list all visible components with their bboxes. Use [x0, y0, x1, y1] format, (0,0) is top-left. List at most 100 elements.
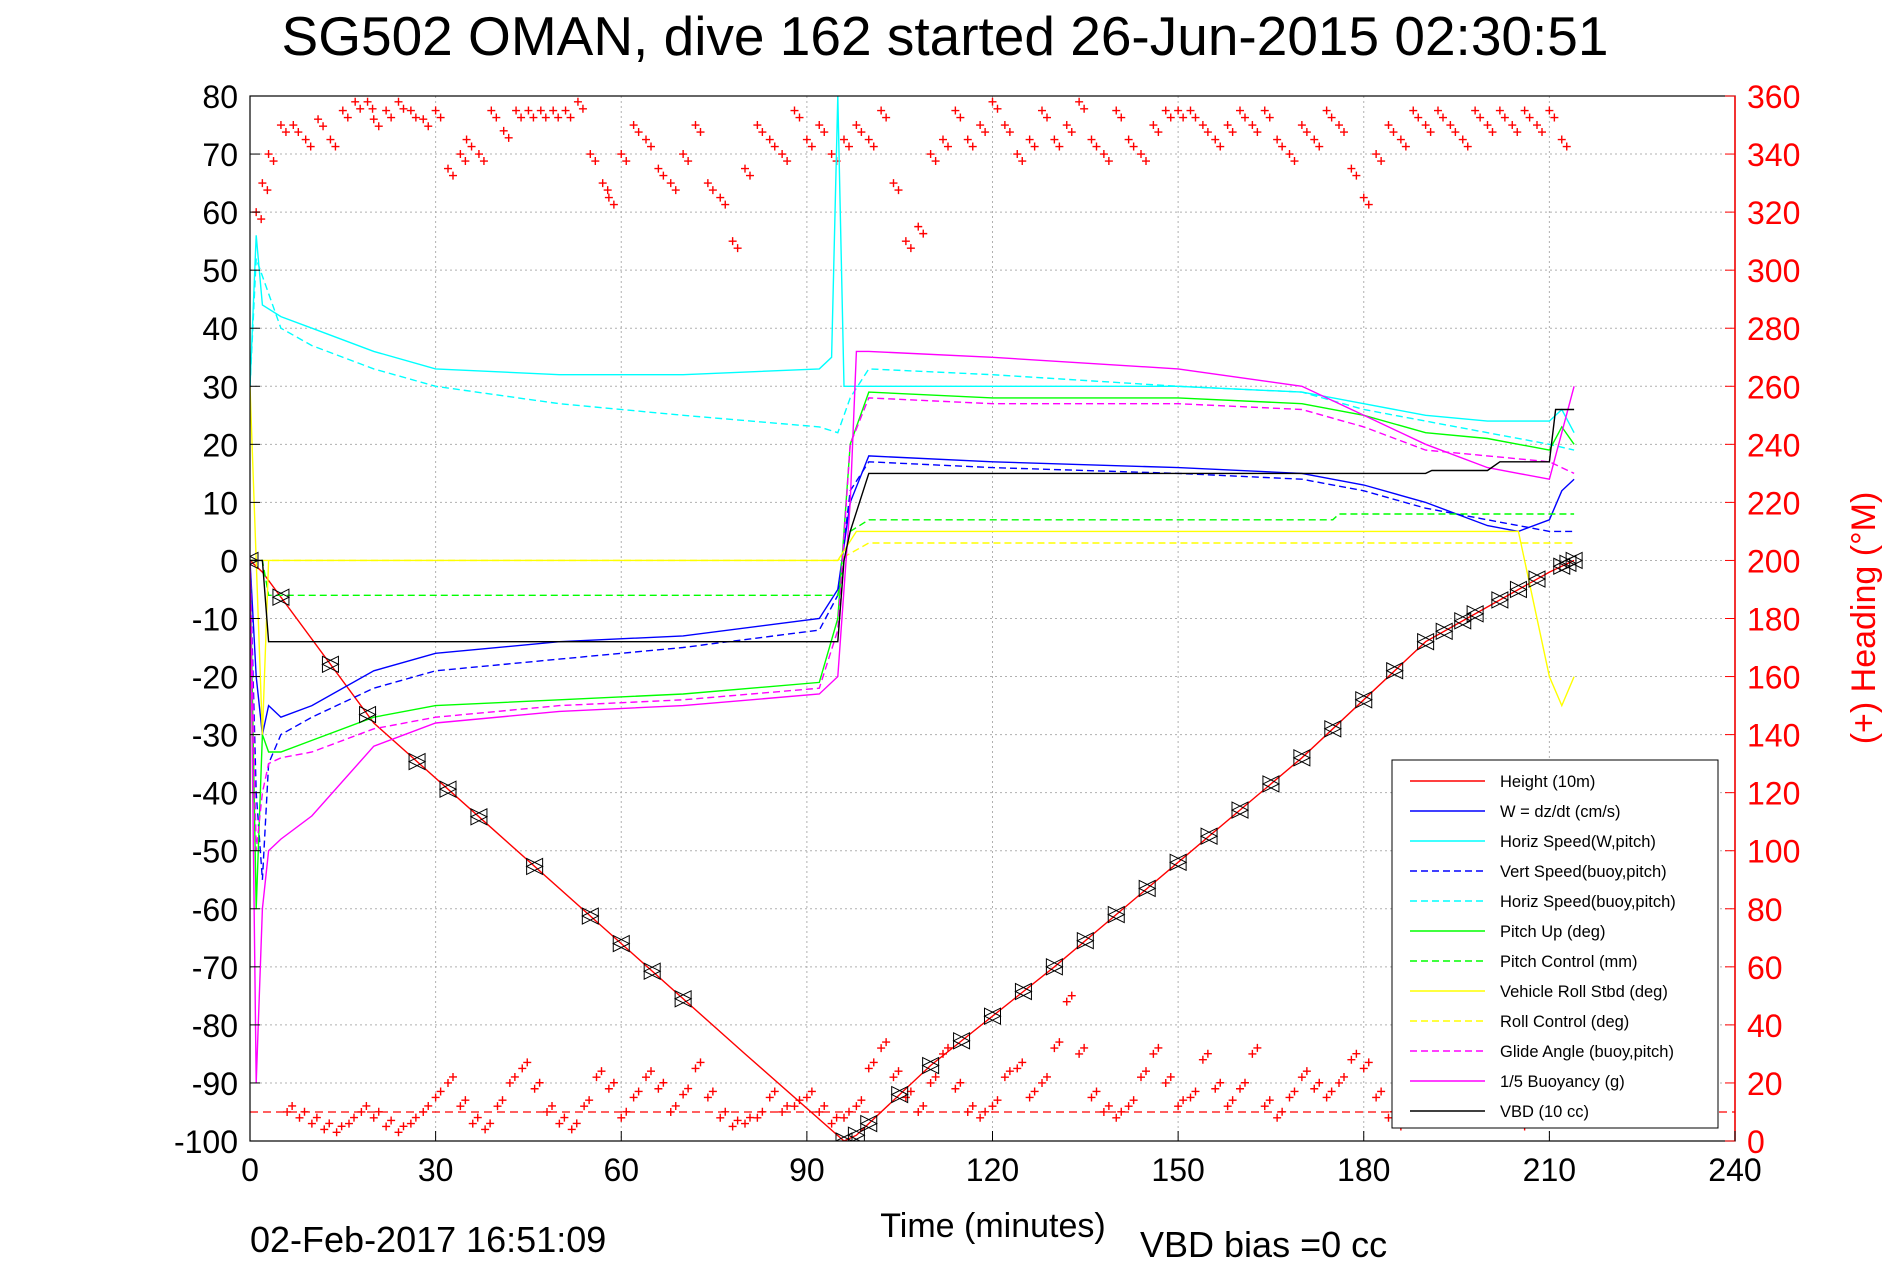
y-tick-label-left: 10	[202, 485, 238, 521]
heading-point-low	[1055, 1038, 1064, 1047]
y-tick-label-left: 40	[202, 311, 238, 347]
heading-point-low	[906, 1087, 915, 1096]
heading-point-low	[733, 1116, 742, 1125]
heading-point-high	[1087, 135, 1096, 144]
heading-point-high	[1310, 135, 1319, 144]
heading-point-low	[1174, 1102, 1183, 1111]
heading-point-low	[1265, 1096, 1274, 1105]
heading-point-high	[1104, 157, 1113, 166]
height-marker	[438, 780, 457, 798]
heading-point-high	[617, 150, 626, 159]
heading-point-low	[765, 1093, 774, 1102]
heading-point-low	[411, 1113, 420, 1122]
heading-point-high	[566, 113, 575, 122]
height-marker	[952, 1032, 971, 1050]
heading-point-low	[548, 1101, 556, 1110]
heading-point-low	[827, 1119, 836, 1128]
heading-point-low	[882, 1038, 891, 1047]
heading-point-low	[1302, 1067, 1311, 1076]
y-tick-label-left: -80	[192, 1008, 238, 1044]
y-tick-label-left: 60	[202, 195, 238, 231]
heading-point-low	[288, 1101, 297, 1110]
height-marker	[407, 752, 426, 771]
heading-point-high	[852, 121, 861, 130]
heading-point-high	[1340, 128, 1348, 137]
legend-label-vbd: VBD (10 cc)	[1500, 1103, 1589, 1121]
heading-point-high	[1302, 128, 1311, 137]
heading-point-low	[951, 1084, 960, 1093]
y-tick-label-right: 60	[1747, 950, 1783, 986]
heading-point-high	[281, 128, 290, 137]
heading-point-high	[1129, 142, 1138, 151]
heading-point-high	[399, 104, 408, 113]
heading-point-high	[654, 164, 663, 173]
heading-point-high	[456, 150, 465, 159]
heading-point-low	[1297, 1073, 1306, 1082]
heading-point-low	[362, 1101, 371, 1110]
height-marker	[1323, 719, 1342, 738]
heading-point-low	[852, 1102, 861, 1111]
height-marker	[1261, 775, 1280, 793]
heading-point-high	[1248, 121, 1257, 130]
heading-point-high	[1005, 128, 1014, 137]
legend-label-glide: Glide Angle (buoy,pitch)	[1500, 1043, 1674, 1061]
heading-point-low	[634, 1087, 643, 1096]
height-marker	[1354, 690, 1373, 709]
heading-point-low	[1322, 1093, 1331, 1102]
x-axis-ticks: 0 30 60 90 120 150 180 210 240	[241, 1131, 1762, 1188]
heading-point-high	[708, 186, 717, 195]
heading-point-high	[269, 157, 278, 166]
heading-point-low	[1327, 1087, 1336, 1096]
heading-point-high	[703, 179, 712, 188]
heading-point-high	[1038, 106, 1046, 115]
heading-point-low	[894, 1067, 903, 1076]
y-tick-label-left: -60	[192, 892, 238, 928]
height-marker	[890, 1085, 909, 1104]
heading-point-high	[1446, 121, 1455, 130]
heading-point-low	[498, 1096, 507, 1105]
y-tick-label-left: 30	[202, 369, 238, 405]
heading-point-high	[877, 106, 886, 115]
heading-point-high	[733, 244, 742, 253]
legend-label-horiz_buoy: Horiz Speed(buoy,pitch)	[1500, 893, 1676, 911]
heading-series	[250, 97, 1735, 1137]
heading-point-low	[345, 1119, 353, 1128]
heading-point-high	[406, 106, 415, 115]
height-marker	[581, 907, 599, 925]
y-tick-label-right: 260	[1747, 369, 1800, 405]
heading-point-high	[609, 200, 618, 209]
height-marker	[1453, 612, 1472, 630]
y-axis-right-ticks: 3603403203002802602402202001801601401201…	[1725, 79, 1800, 1160]
heading-point-high	[1364, 200, 1373, 209]
heading-point-low	[807, 1087, 816, 1096]
height-marker	[1490, 591, 1509, 609]
y-tick-label-right: 0	[1747, 1124, 1765, 1160]
heading-point-high	[691, 121, 700, 130]
heading-point-low	[449, 1072, 457, 1081]
heading-point-high	[1067, 128, 1076, 137]
heading-point-low	[1347, 1055, 1356, 1064]
heading-point-high	[1426, 128, 1435, 137]
heading-point-high	[684, 157, 693, 166]
y-tick-label-left: -30	[192, 718, 238, 754]
heading-point-low	[505, 1078, 514, 1087]
y-tick-label-right: 240	[1747, 427, 1800, 463]
heading-point-low	[1043, 1072, 1051, 1081]
heading-point-high	[666, 179, 675, 188]
heading-point-high	[770, 142, 779, 151]
heading-point-high	[1137, 150, 1145, 159]
heading-point-low	[382, 1122, 391, 1131]
heading-point-high	[586, 150, 595, 159]
heading-point-low	[1384, 1113, 1393, 1122]
heading-point-low	[869, 1058, 878, 1067]
heading-point-high	[659, 171, 668, 180]
heading-point-high	[431, 106, 440, 115]
heading-point-high	[461, 157, 470, 166]
heading-point-high	[1228, 128, 1237, 137]
x-tick-label: 120	[966, 1152, 1019, 1188]
heading-point-high	[1055, 142, 1064, 151]
heading-point-low	[325, 1119, 334, 1128]
heading-point-low	[399, 1122, 408, 1131]
heading-point-low	[1112, 1113, 1121, 1122]
heading-point-low	[1253, 1043, 1262, 1052]
